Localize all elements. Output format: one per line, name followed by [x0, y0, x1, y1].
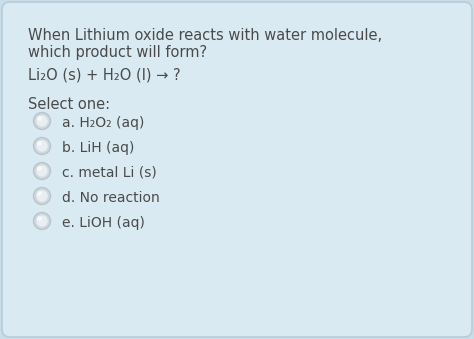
Text: d. No reaction: d. No reaction: [62, 191, 160, 205]
Circle shape: [34, 162, 51, 179]
Circle shape: [36, 215, 48, 227]
Circle shape: [34, 113, 51, 129]
Circle shape: [37, 141, 42, 146]
Circle shape: [34, 213, 51, 230]
Circle shape: [37, 216, 42, 221]
Text: Select one:: Select one:: [28, 97, 110, 112]
Text: b. LiH (aq): b. LiH (aq): [62, 141, 134, 155]
Circle shape: [36, 115, 48, 127]
Circle shape: [36, 190, 48, 202]
FancyBboxPatch shape: [2, 2, 472, 337]
Circle shape: [37, 116, 42, 121]
Text: Li₂O (s) + H₂O (l) → ?: Li₂O (s) + H₂O (l) → ?: [28, 67, 181, 82]
Circle shape: [37, 191, 42, 196]
Circle shape: [34, 138, 51, 155]
Circle shape: [37, 166, 42, 171]
Circle shape: [34, 187, 51, 204]
Circle shape: [36, 165, 48, 177]
Circle shape: [36, 140, 48, 152]
Text: e. LiOH (aq): e. LiOH (aq): [62, 216, 145, 230]
Text: When Lithium oxide reacts with water molecule,: When Lithium oxide reacts with water mol…: [28, 28, 382, 43]
Text: c. metal Li (s): c. metal Li (s): [62, 166, 157, 180]
Text: a. H₂O₂ (aq): a. H₂O₂ (aq): [62, 116, 145, 130]
Text: which product will form?: which product will form?: [28, 45, 207, 60]
